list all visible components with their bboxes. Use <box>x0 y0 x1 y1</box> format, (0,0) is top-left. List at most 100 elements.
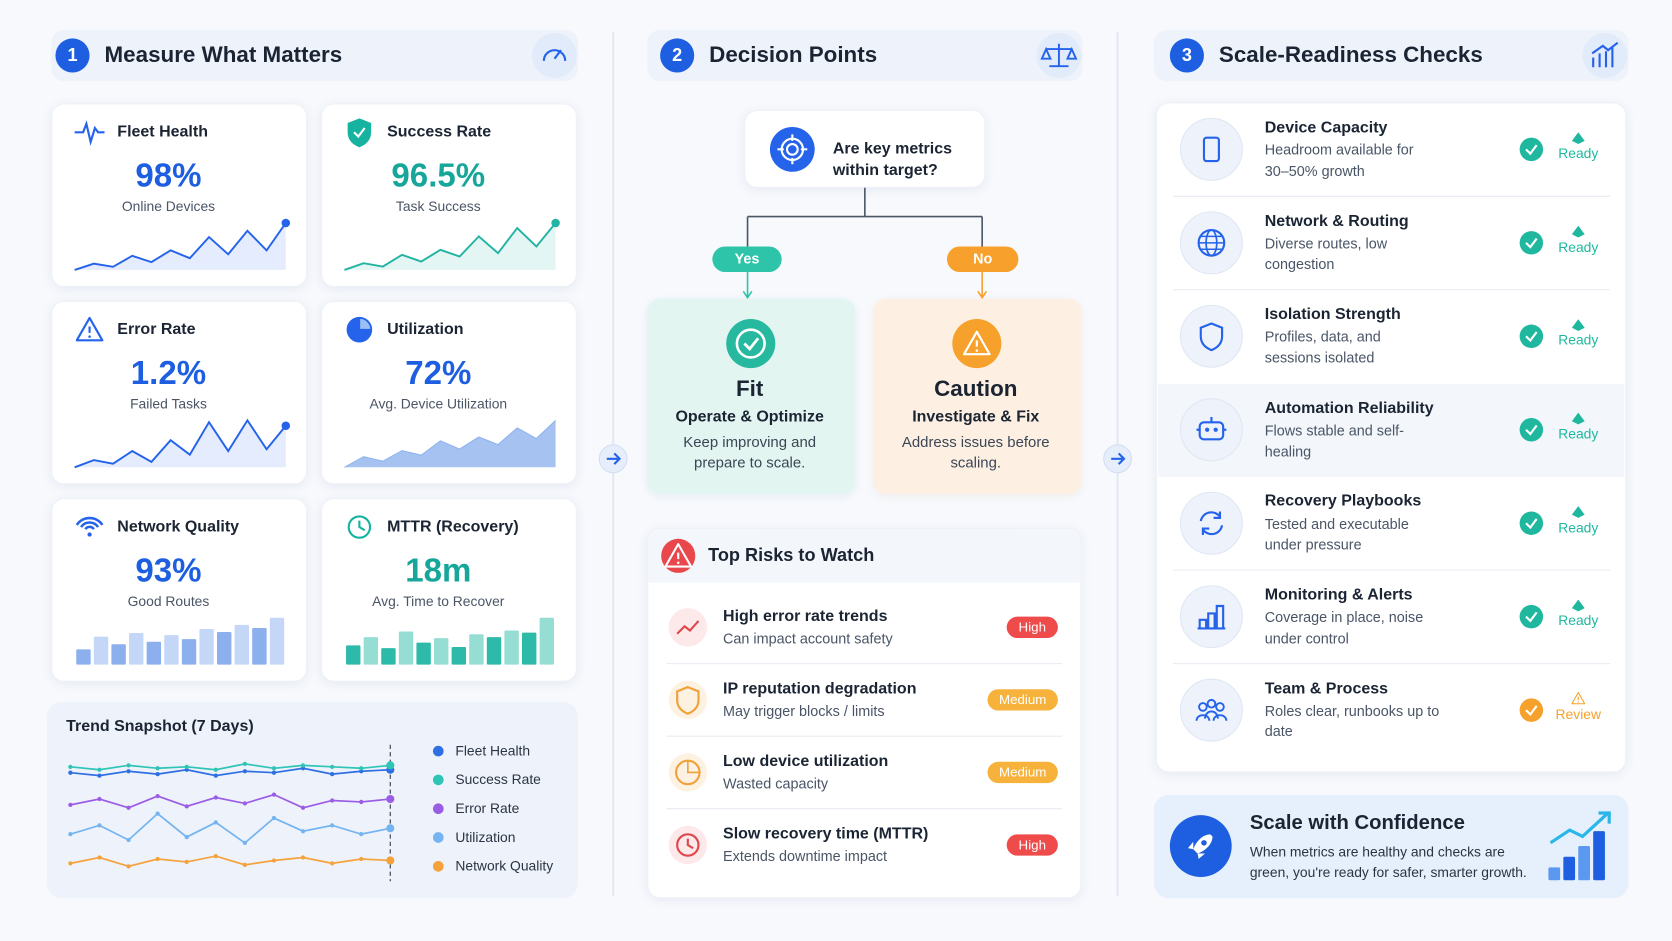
section-title: Decision Points <box>709 43 878 68</box>
icon-shape <box>1519 137 1544 162</box>
trend-point <box>155 772 160 777</box>
check-icon <box>1179 304 1243 368</box>
header-icon <box>1040 43 1078 68</box>
check-title: Monitoring & Alerts <box>1264 585 1413 604</box>
metric-icon <box>75 316 104 342</box>
spark-bar <box>217 632 232 665</box>
spark-bar <box>234 624 250 665</box>
trend-point <box>242 840 248 846</box>
trend-point <box>68 861 73 866</box>
icon-shape <box>1198 702 1208 712</box>
trend-point <box>184 804 189 809</box>
icon-shape <box>1571 132 1585 145</box>
cta-bar <box>1578 846 1591 881</box>
trend-title: Trend Snapshot (7 Days) <box>66 716 254 736</box>
section-header <box>647 29 1083 82</box>
outcome-title: Caution <box>934 377 1018 402</box>
header-icon <box>1591 41 1619 68</box>
risk-icon <box>668 753 708 792</box>
trend-point <box>330 772 335 777</box>
trend-point <box>359 856 364 862</box>
metric-caption: Online Devices <box>121 198 216 215</box>
cta-bar <box>1563 856 1576 881</box>
icon-shape <box>676 561 680 565</box>
spark-fill <box>344 420 556 468</box>
status-glyph <box>1571 599 1585 612</box>
risk-subtitle: May trigger blocks / limits <box>723 702 885 719</box>
metric-value: 96.5% <box>391 157 486 195</box>
trend-point <box>126 763 131 768</box>
trend-point <box>97 773 102 778</box>
metric-card <box>320 103 577 287</box>
icon-shape <box>1571 691 1586 705</box>
risks-header <box>648 529 1081 583</box>
icon-shape <box>88 335 91 338</box>
cta-icon <box>1169 815 1232 877</box>
spark-bar <box>93 636 109 665</box>
legend-swatch <box>432 832 444 843</box>
icon-shape <box>962 330 991 356</box>
header-icon-bg <box>532 33 577 78</box>
question-text: Are key metrics within target? <box>832 139 953 180</box>
spark-bar <box>381 648 396 665</box>
status-check <box>1519 231 1544 255</box>
spark-bar <box>129 633 144 665</box>
spark-bar <box>252 627 267 665</box>
trend-point <box>97 855 102 860</box>
trend-point <box>359 831 364 837</box>
risk-badge <box>987 761 1058 784</box>
trend-point <box>271 766 277 771</box>
check-icon <box>1179 585 1243 649</box>
legend-label: Success Rate <box>455 771 541 788</box>
icon-shape <box>1199 511 1224 536</box>
outcome-title: Fit <box>735 377 764 402</box>
icon-shape <box>1040 43 1078 68</box>
connector-arrow <box>977 272 988 300</box>
check-icon <box>1179 117 1243 181</box>
check-title: Team & Process <box>1264 679 1389 698</box>
connector <box>746 187 983 247</box>
spark-bar <box>346 645 361 665</box>
icon-shape <box>358 520 366 532</box>
spark-end-dot <box>281 421 291 431</box>
spark-line <box>344 222 557 271</box>
trend-point <box>300 829 306 834</box>
check-status: Ready <box>1558 519 1599 536</box>
trend-point <box>242 769 248 774</box>
check-description: Profiles, data, and sessions isolated <box>1264 329 1381 366</box>
status-check <box>1519 324 1544 349</box>
trend-point <box>330 823 335 828</box>
check-status: Ready <box>1558 425 1599 442</box>
icon-shape <box>1525 144 1538 156</box>
trend-point <box>155 793 160 799</box>
icon-shape <box>79 521 100 528</box>
trend-point <box>359 799 364 805</box>
icon-shape <box>726 319 776 369</box>
icon-shape <box>686 838 694 850</box>
cta-title: Scale with Confidence <box>1249 811 1465 834</box>
risk-subtitle: Wasted capacity <box>723 775 829 792</box>
trend-point <box>213 767 218 772</box>
trend-line <box>70 767 391 777</box>
metric-icon <box>346 316 373 343</box>
trend-point <box>97 767 102 772</box>
icon-shape <box>74 120 105 146</box>
trend-point <box>126 805 131 810</box>
spark-bar <box>181 639 197 665</box>
icon-shape <box>353 127 366 139</box>
risk-level: Medium <box>998 691 1047 707</box>
section-number-badge <box>55 38 90 73</box>
metric-caption: Task Success <box>395 198 481 215</box>
icon-shape <box>75 516 104 526</box>
icon-shape <box>1201 511 1222 535</box>
icon-shape <box>1519 698 1544 722</box>
icon-shape <box>769 126 815 172</box>
trend-point <box>126 837 131 843</box>
spark-line <box>74 222 287 271</box>
risk-level: High <box>1018 619 1046 635</box>
trend-point <box>242 761 248 767</box>
metric-title: Utilization <box>387 320 464 339</box>
risk-level: High <box>1018 836 1046 852</box>
icon-shape <box>1179 304 1243 368</box>
status-check <box>1519 511 1544 535</box>
